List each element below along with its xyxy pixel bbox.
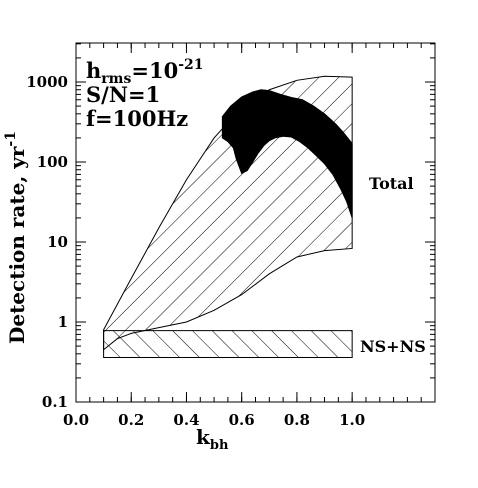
x-tick-label: 0.6 — [229, 411, 255, 429]
y-tick-label: 1 — [58, 313, 68, 331]
black-region — [221, 89, 353, 219]
x-tick-label: 0.2 — [118, 411, 144, 429]
y-tick-label: 100 — [37, 153, 68, 171]
y-tick-label: 1000 — [26, 73, 68, 91]
x-tick-label: 0.0 — [63, 411, 89, 429]
annotation-hrms: hrms=10-21 — [86, 57, 203, 87]
y-tick-label: 0.1 — [42, 393, 68, 411]
x-tick-label: 0.8 — [284, 411, 310, 429]
y-tick-label: 10 — [47, 233, 68, 251]
ticks-layer — [75, 43, 436, 403]
x-tick-label: 1.0 — [339, 411, 365, 429]
ns-ns-label: NS+NS — [360, 337, 426, 356]
x-tick-label: 0.4 — [173, 411, 199, 429]
annotation-snr: S/N=1 — [86, 82, 160, 107]
x-axis-label: kbh — [196, 425, 229, 453]
regions-layer — [103, 75, 353, 358]
y-axis-label: Detection rate, yr-1 — [3, 131, 29, 344]
tick-labels-layer: 0.0 0.2 0.4 0.6 0.8 1.0 0.1 1 10 100 1000 — [26, 73, 365, 429]
total-label: Total — [369, 174, 414, 193]
ns-ns-region — [103, 330, 353, 358]
annotation-frequency: f=100Hz — [86, 106, 188, 131]
